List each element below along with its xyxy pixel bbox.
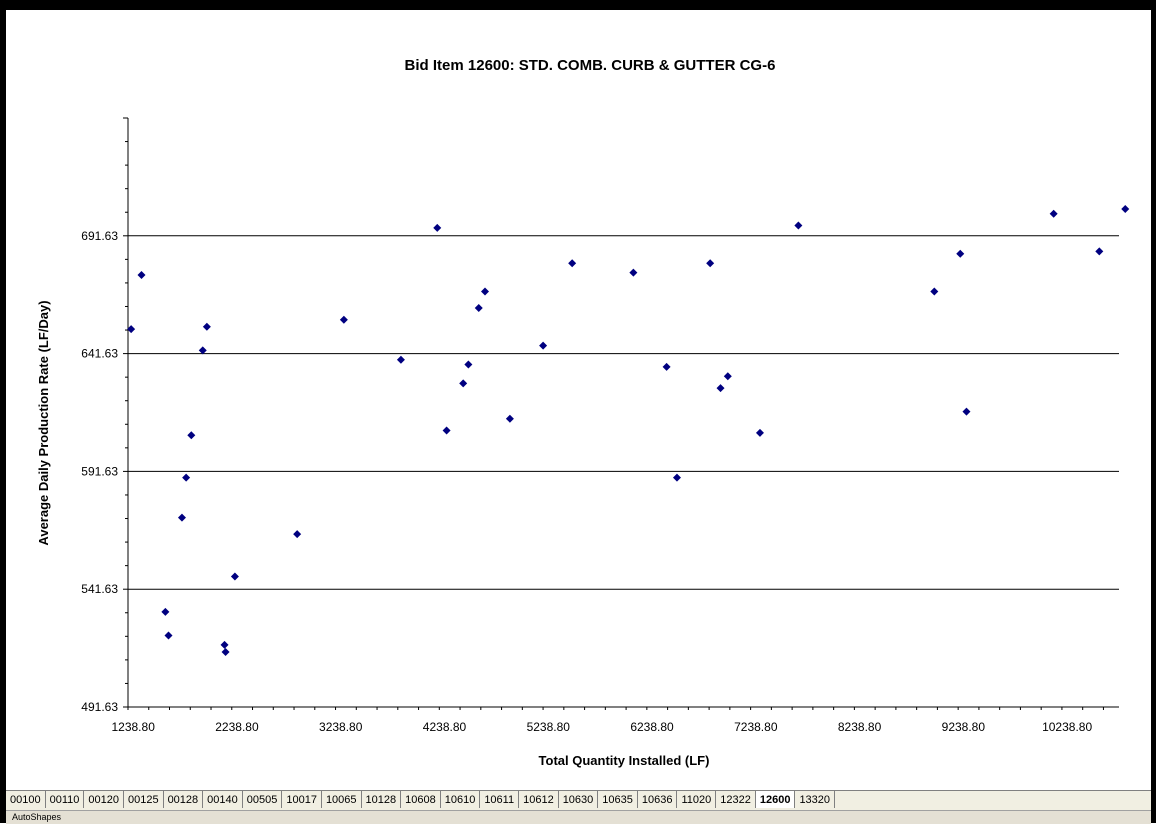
data-point[interactable] [568,259,577,268]
sheet-tab[interactable]: 10017 [282,791,322,808]
y-tick-label: 691.63 [81,229,118,243]
sheet-tab[interactable]: 10128 [362,791,402,808]
sheet-tab[interactable]: 10636 [638,791,678,808]
data-point[interactable] [956,249,965,258]
x-tick-label: 7238.80 [734,720,778,734]
data-point[interactable] [339,315,348,324]
data-point[interactable] [662,362,671,371]
data-point[interactable] [293,530,302,539]
autoshapes-menu[interactable]: AutoShapes [12,812,62,822]
data-point[interactable] [202,322,211,331]
data-point[interactable] [177,513,186,522]
sheet-tab[interactable]: 10611 [480,791,520,808]
data-point[interactable] [505,414,514,423]
drawing-toolbar: AutoShapes [6,810,1151,824]
data-point[interactable] [161,607,170,616]
x-tick-label: 8238.80 [838,720,882,734]
data-point[interactable] [716,384,725,393]
data-point[interactable] [137,270,146,279]
window-left-border [0,0,6,823]
data-point[interactable] [187,431,196,440]
data-point[interactable] [198,346,207,355]
sheet-tab[interactable]: 10635 [598,791,638,808]
data-point[interactable] [706,259,715,268]
x-axis-title: Total Quantity Installed (LF) [539,753,710,768]
data-point[interactable] [182,473,191,482]
plot-area[interactable]: 491.63 541.63 591.63 641.63 691.63 1238.80 223… [81,117,1130,734]
y-axis-title: Average Daily Production Rate (LF/Day) [36,300,51,545]
window-top-border [0,0,1156,10]
sheet-tab-bar: 00100 00110 00120 00125 00128 00140 00505 10017… [6,790,1151,811]
x-tick-label: 10238.80 [1042,720,1092,734]
x-tick-label: 2238.80 [215,720,259,734]
sheet-tab[interactable]: 00128 [164,791,204,808]
data-point[interactable] [127,325,136,334]
sheet-tab[interactable]: 00100 [6,791,46,808]
data-point[interactable] [474,303,483,312]
chart-title: Bid Item 12600: STD. COMB. CURB & GUTTER… [405,57,776,74]
data-point[interactable] [930,287,939,296]
data-point[interactable] [396,355,405,364]
sheet-tab[interactable]: 10630 [559,791,599,808]
data-point[interactable] [794,221,803,230]
sheet-tab[interactable]: 10612 [519,791,559,808]
sheet-tab[interactable]: 00110 [46,791,85,808]
sheet-tab[interactable]: 11020 [677,791,717,808]
data-point[interactable] [962,407,971,416]
sheet-tab[interactable]: 00125 [124,791,164,808]
y-tick-label: 641.63 [81,347,118,361]
sheet-tab[interactable]: 10608 [401,791,441,808]
sheet-tab[interactable]: 12322 [716,791,756,808]
data-point[interactable] [1095,247,1104,256]
data-point[interactable] [629,268,638,277]
data-point[interactable] [164,631,173,640]
data-point[interactable] [1121,205,1130,214]
x-tick-label: 1238.80 [111,720,155,734]
sheet-tab[interactable]: 12600 [755,791,796,808]
chart-sheet[interactable]: Bid Item 12600: STD. COMB. CURB & GUTTER… [0,0,1151,790]
window-right-border [1151,0,1156,823]
sheet-tab[interactable]: 00140 [203,791,243,808]
x-tick-label: 3238.80 [319,720,363,734]
y-tick-label: 491.63 [81,700,118,714]
y-tick-label: 541.63 [81,582,118,596]
data-point[interactable] [480,287,489,296]
data-point[interactable] [672,473,681,482]
y-tick-label: 591.63 [81,464,118,478]
data-point[interactable] [723,372,732,381]
data-point[interactable] [755,428,764,437]
data-point[interactable] [1049,209,1058,218]
data-point[interactable] [230,572,239,581]
x-tick-label: 5238.80 [527,720,571,734]
sheet-tab[interactable]: 10065 [322,791,362,808]
sheet-tab[interactable]: 00120 [84,791,124,808]
sheet-tab[interactable]: 13320 [795,791,836,808]
data-point[interactable] [539,341,548,350]
x-tick-label: 4238.80 [423,720,467,734]
x-tick-label: 6238.80 [630,720,674,734]
data-point[interactable] [442,426,451,435]
data-point[interactable] [220,640,229,649]
x-tick-label: 9238.80 [942,720,986,734]
data-point[interactable] [464,360,473,369]
data-point[interactable] [221,647,230,656]
data-point[interactable] [433,223,442,232]
data-point[interactable] [459,379,468,388]
sheet-tab[interactable]: 00505 [243,791,283,808]
sheet-tab[interactable]: 10610 [441,791,481,808]
